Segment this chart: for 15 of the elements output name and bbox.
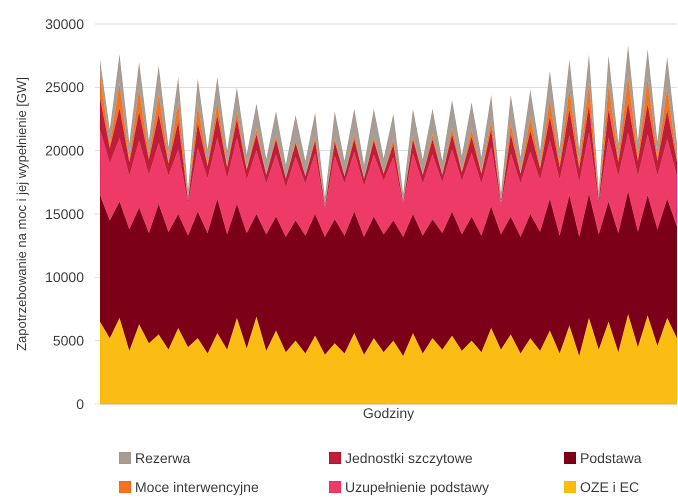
legend-label: OZE i EC (580, 478, 640, 495)
legend-label: Podstawa (580, 450, 642, 466)
y-axis-title: Zapotrzebowanie na moc i jej wypełnienie [GW] (14, 77, 29, 351)
y-tick-label: 30000 (45, 16, 84, 32)
y-tick-label: 25000 (45, 79, 84, 96)
y-tick-label: 0 (76, 396, 84, 412)
legend-label: Jednostki szczytowe (345, 450, 473, 466)
y-tick-label: 10000 (45, 269, 84, 286)
legend-label: Uzupełnienie podstawy (345, 478, 489, 495)
legend-label: Rezerwa (135, 450, 190, 466)
y-tick-label: 5000 (52, 332, 84, 349)
x-axis-title: Godziny (362, 405, 414, 421)
legend-label: Moce interwencyjne (135, 478, 259, 495)
y-tick-label: 15000 (45, 206, 84, 222)
y-tick-label: 20000 (45, 142, 84, 159)
